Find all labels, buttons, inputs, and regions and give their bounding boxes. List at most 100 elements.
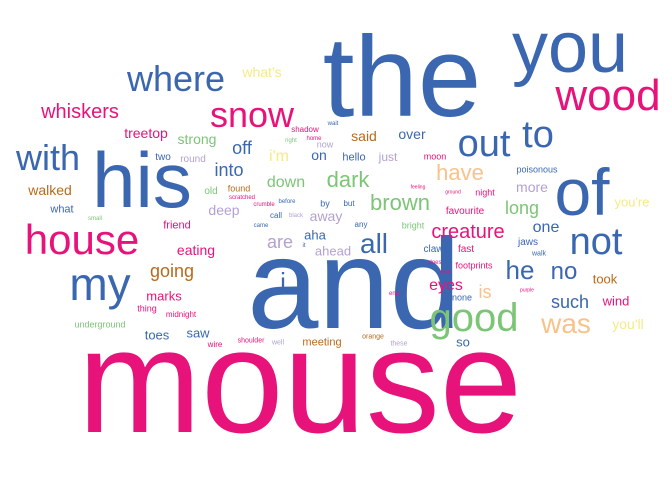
word: you xyxy=(511,8,629,88)
word: deep xyxy=(208,202,240,218)
word: out xyxy=(457,123,511,165)
word: eating xyxy=(176,242,216,258)
word: just xyxy=(378,150,398,164)
word: scratched xyxy=(228,195,256,201)
word: and xyxy=(247,213,461,356)
word: but xyxy=(343,199,355,208)
word: shadow xyxy=(291,125,319,134)
word: you're xyxy=(614,194,650,210)
word: his xyxy=(92,136,192,224)
word: midnight xyxy=(165,310,197,319)
word: so xyxy=(456,334,470,350)
word: head xyxy=(439,269,451,276)
word: took xyxy=(592,271,618,287)
word: with xyxy=(15,137,81,178)
word: i xyxy=(280,267,286,297)
word: underground xyxy=(74,319,126,330)
word: he xyxy=(505,255,535,285)
word: long xyxy=(504,198,540,218)
word: poisonous xyxy=(516,164,558,175)
word: into xyxy=(214,160,244,180)
word: snow xyxy=(209,94,295,135)
word: wind xyxy=(602,293,630,309)
word: thing xyxy=(137,303,157,314)
word: none xyxy=(451,292,473,303)
word: all xyxy=(359,228,389,259)
word: away xyxy=(309,208,343,224)
word: feeling xyxy=(410,184,426,191)
word: ground xyxy=(445,189,461,196)
word: ahead xyxy=(314,243,352,259)
word: have xyxy=(436,160,484,185)
word: marks xyxy=(146,288,182,304)
word: of xyxy=(554,155,610,229)
word: down xyxy=(266,174,306,191)
word: home xyxy=(306,136,322,142)
word: aha xyxy=(304,227,326,243)
word: these xyxy=(390,340,408,348)
word: right xyxy=(285,138,297,144)
word: it xyxy=(302,243,306,249)
word: such xyxy=(550,292,590,312)
word: by xyxy=(320,198,330,209)
word: friend xyxy=(163,219,191,232)
word: to xyxy=(522,114,554,156)
word: crumble xyxy=(253,202,275,208)
word: house xyxy=(24,216,140,263)
word: what's xyxy=(242,64,282,80)
word: night xyxy=(475,187,495,198)
word: good xyxy=(429,296,519,340)
word: shoulder xyxy=(237,337,265,345)
word: footprints xyxy=(455,260,493,271)
word: going xyxy=(149,261,195,281)
word: brown xyxy=(370,190,430,215)
word: wait xyxy=(327,121,339,127)
word: old xyxy=(204,186,218,197)
word: what xyxy=(50,203,74,216)
word: favourite xyxy=(445,206,485,217)
word: over xyxy=(398,126,426,142)
word: off xyxy=(232,138,252,158)
word: walked xyxy=(28,182,72,198)
word: any xyxy=(354,220,368,229)
word: mouse xyxy=(77,299,523,464)
word: claws xyxy=(423,244,449,255)
word: hello xyxy=(342,151,366,164)
word: eyes xyxy=(429,277,463,294)
word: one xyxy=(532,219,560,236)
word: more xyxy=(516,179,548,195)
word: treetop xyxy=(124,125,168,141)
word: found xyxy=(227,183,251,194)
word: meeting xyxy=(302,336,342,349)
word: where xyxy=(126,58,226,99)
word: the xyxy=(322,14,482,141)
word: moon xyxy=(423,151,447,162)
word: was xyxy=(541,308,591,339)
word: before xyxy=(278,199,296,205)
word: no xyxy=(550,258,578,285)
word: is xyxy=(478,282,492,302)
word: two xyxy=(155,152,171,163)
word: purple xyxy=(520,287,534,294)
word: strong xyxy=(177,131,217,147)
word: whiskers xyxy=(41,101,119,123)
word: small xyxy=(87,216,103,222)
word: now xyxy=(316,139,334,150)
word: dark xyxy=(326,167,370,192)
word: well xyxy=(271,339,285,347)
word: bright xyxy=(401,220,425,231)
word: saw xyxy=(186,325,210,341)
word: my xyxy=(69,258,131,310)
word: came xyxy=(253,223,269,229)
word: wood xyxy=(555,71,661,120)
word: fast xyxy=(457,244,475,255)
word: wire xyxy=(207,340,223,349)
word: on xyxy=(311,147,327,163)
word: orange xyxy=(362,333,384,341)
word: are xyxy=(266,232,294,252)
word: i'm xyxy=(269,148,289,165)
word: end xyxy=(388,291,400,297)
word: you'll xyxy=(612,316,644,332)
word: does xyxy=(428,260,442,266)
